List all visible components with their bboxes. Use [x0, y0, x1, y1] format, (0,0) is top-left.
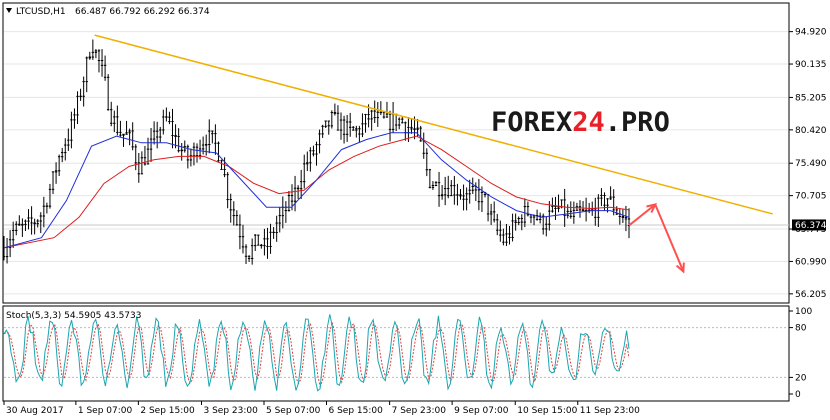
- trendline: [94, 34, 773, 215]
- x-tick-label: 10 Sep 15:00: [517, 406, 577, 416]
- y-tick-label: 56.205: [795, 290, 827, 300]
- x-tick-label: 7 Sep 23:00: [392, 406, 447, 416]
- y-tick-label: 85.205: [795, 93, 827, 103]
- watermark-part-forex: FOREX: [491, 107, 572, 138]
- main-plot-frame: [2, 2, 790, 304]
- forecast-arrow-down: [654, 204, 685, 272]
- stoch-grid: [4, 327, 788, 378]
- stoch-main-line: [3, 314, 630, 392]
- y-axis-stoch: 100 80 20 0: [789, 307, 812, 400]
- ohlc-header: 66.487 66.792 66.292 66.374: [75, 7, 210, 17]
- stoch-y-tick-label: 100: [795, 307, 812, 317]
- ma-slow-line: [3, 135, 630, 249]
- x-tick-label: 5 Sep 07:00: [266, 406, 321, 416]
- forecast-arrow-down-head: [675, 262, 685, 274]
- x-tick-label: 6 Sep 15:00: [329, 406, 384, 416]
- x-tick-label: 9 Sep 07:00: [454, 406, 509, 416]
- y-tick-label: 80.420: [795, 126, 827, 136]
- stoch-y-tick-label: 80: [795, 324, 807, 334]
- symbol-header: LTCUSD,H1: [16, 7, 66, 17]
- x-tick-label: 1 Sep 07:00: [78, 406, 133, 416]
- moving-averages: [3, 132, 630, 249]
- current-price-tag-bg: [792, 219, 826, 231]
- stoch-header: Stoch(5,3,3) 54.5905 43.5733: [6, 311, 141, 321]
- watermark-logo: FOREX24.PRO: [491, 107, 670, 138]
- main-grid: [4, 31, 789, 295]
- y-tick-label: 94.920: [795, 28, 827, 38]
- watermark-part-24: 24: [572, 107, 605, 138]
- y-tick-label: 60.990: [795, 257, 827, 267]
- stoch-y-tick-label: 20: [795, 373, 807, 383]
- y-tick-label: 70.705: [795, 192, 827, 202]
- stoch-y-tick-label: 0: [795, 390, 801, 400]
- current-price-label: 66.374: [795, 221, 827, 231]
- forecast-arrow-up: [628, 203, 656, 227]
- y-tick-label: 75.490: [795, 159, 827, 169]
- y-tick-label: 90.135: [795, 60, 827, 70]
- symbol-dropdown-icon[interactable]: [6, 8, 12, 13]
- x-tick-label: 3 Sep 23:00: [204, 406, 259, 416]
- x-axis: 30 Aug 2017 1 Sep 07:00 2 Sep 15:00 3 Sep 2…: [3, 401, 640, 416]
- y-axis-main: 94.92090.13585.20580.42075.49070.70565.7…: [789, 28, 827, 300]
- stoch-lines: [3, 314, 630, 392]
- watermark-part-pro: .PRO: [605, 107, 670, 138]
- candles: [2, 39, 631, 265]
- overlays: [94, 34, 773, 274]
- ma-fast-line: [3, 132, 630, 249]
- stoch-signal-line: [3, 322, 630, 389]
- x-tick-label: 30 Aug 2017: [6, 406, 64, 416]
- current-price-tag: 66.374: [792, 219, 827, 231]
- x-tick-label: 11 Sep 23:00: [580, 406, 640, 416]
- x-tick-label: 2 Sep 15:00: [140, 406, 195, 416]
